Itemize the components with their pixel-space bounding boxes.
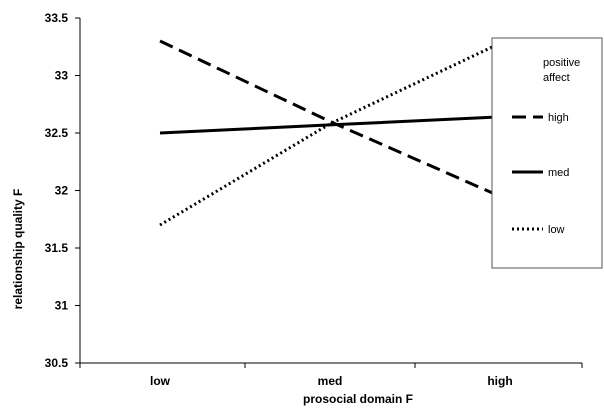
y-tick-label: 31.5 [45,241,69,255]
series-line-low [159,41,501,227]
series-line-med [159,115,501,135]
series-lines [159,39,501,227]
x-axis-title: prosocial domain F [303,392,413,406]
legend-title-line-2: affect [543,72,570,84]
legend-entries: high med low [512,112,569,236]
y-tick-label: 33.5 [45,11,69,25]
legend-title-line-1: positive [543,57,580,69]
y-tick-label: 32.5 [45,126,69,140]
y-tick-label: 30.5 [45,356,69,370]
legend-label-low: low [548,224,565,236]
x-tick-label: low [150,374,171,388]
legend: positive affect high med low [491,37,603,269]
x-tick-labels: low med high [79,363,583,388]
y-tick-label: 32 [55,184,69,198]
y-axis-title: relationship quality F [11,189,25,310]
y-tick-label: 33 [55,69,69,83]
legend-label-high: high [548,112,569,124]
x-tick-label: med [318,374,343,388]
legend-box [491,37,603,269]
x-tick-label: high [487,374,512,388]
y-tick-labels: 30.5 31 31.5 32 32.5 33 33.5 [45,11,80,370]
y-tick-label: 31 [55,299,69,313]
legend-label-med: med [548,167,569,179]
